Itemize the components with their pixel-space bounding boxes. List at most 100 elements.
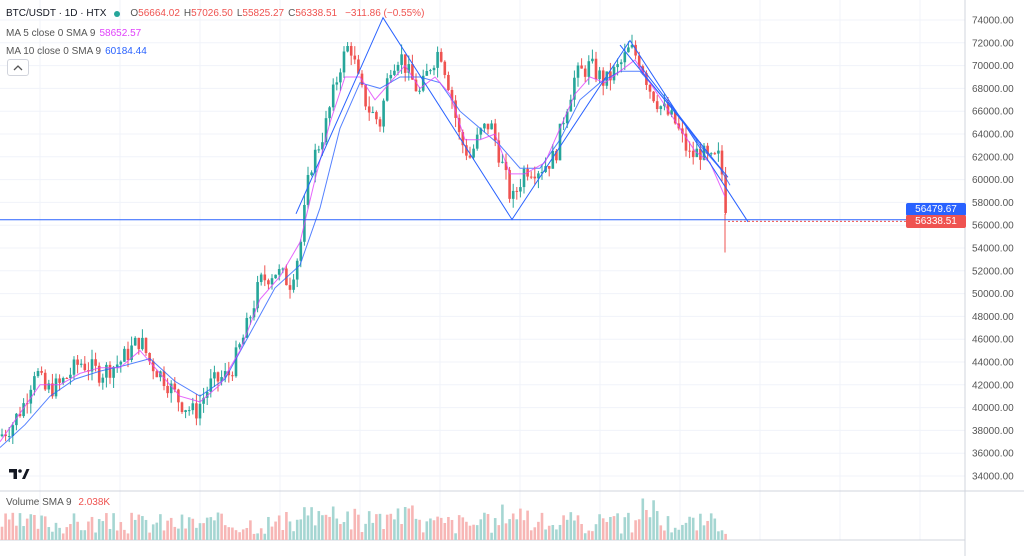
candle-body (439, 51, 443, 62)
volume-bar (115, 530, 119, 540)
volume-bar (699, 513, 702, 540)
volume-bar (457, 515, 461, 540)
candle-body (169, 383, 173, 394)
volume-bar (223, 525, 227, 540)
volume-bar (645, 510, 648, 540)
volume-bar (90, 516, 94, 540)
candle-body (252, 308, 256, 318)
volume-bar (519, 508, 522, 540)
candle-body (501, 161, 504, 163)
volume-bar (605, 521, 609, 540)
volume-bar (403, 507, 407, 540)
volume-bar (375, 514, 378, 540)
collapse-indicators-button[interactable] (7, 59, 29, 76)
volume-bar (504, 523, 508, 540)
volume-bar (180, 514, 184, 540)
symbol-title[interactable]: BTC/USDT · 1D · HTX (6, 8, 107, 19)
candle-body (720, 150, 724, 175)
candle-body (623, 52, 627, 63)
volume-bar (335, 518, 339, 540)
ma10-label[interactable]: MA 10 close 0 SMA 9 (6, 46, 102, 57)
volume-bar (144, 519, 148, 540)
candle-body (490, 123, 493, 130)
volume-label[interactable]: Volume SMA 9 (6, 497, 72, 508)
candle-body (22, 403, 25, 417)
candle-body (393, 70, 396, 75)
volume-bar (137, 514, 141, 540)
candle-body (385, 78, 389, 101)
candle-body (15, 413, 18, 426)
candle-body (335, 82, 339, 85)
candle-body (627, 47, 630, 53)
volume-bar (695, 530, 699, 540)
candle-body (670, 110, 673, 115)
volume-bar (252, 533, 256, 540)
candle-body (432, 67, 436, 71)
volume-bar (400, 524, 403, 540)
volume-bar (202, 523, 205, 540)
ma5-label[interactable]: MA 5 close 0 SMA 9 (6, 28, 96, 39)
volume-bar (601, 518, 605, 540)
volume-bar (641, 498, 645, 540)
candle-body (234, 347, 238, 377)
volume-bar (688, 516, 691, 540)
tradingview-logo-icon[interactable] (8, 467, 30, 481)
candle-body (263, 274, 267, 281)
volume-bar (119, 522, 123, 540)
volume-bar (357, 514, 360, 540)
volume-bar (652, 500, 655, 540)
candle-body (688, 150, 691, 152)
candle-body (195, 403, 198, 419)
drawn-channel-line[interactable] (639, 65, 721, 169)
candle-body (137, 337, 141, 350)
volume-bar (29, 514, 33, 540)
volume-bar (47, 527, 51, 540)
candle-body (681, 128, 684, 134)
chevron-up-icon (13, 65, 23, 71)
volume-bar (162, 530, 166, 540)
candle-body (108, 364, 112, 378)
candle-body (281, 268, 285, 270)
ohlc-value-h: 57026.50 (191, 8, 233, 19)
price-axis-label: 52000.00 (972, 266, 1014, 277)
volume-bar (292, 531, 295, 540)
volume-bar (51, 531, 54, 540)
candle-body (83, 363, 87, 371)
price-axis-label: 50000.00 (972, 289, 1014, 300)
candle-body (148, 353, 151, 362)
candle-body (465, 145, 468, 156)
candle-body (472, 148, 475, 158)
candle-body (357, 59, 360, 74)
candle-body (699, 148, 702, 160)
candle-body (339, 72, 342, 83)
volume-bar (87, 521, 90, 540)
volume-bar (616, 513, 619, 540)
volume-bar (673, 527, 677, 540)
volume-bar (36, 528, 40, 540)
candle-body (306, 175, 310, 205)
volume-bar (724, 533, 727, 540)
candle-body (216, 372, 220, 382)
candle-body (112, 366, 115, 378)
volume-bar (277, 515, 281, 540)
candle-body (414, 79, 418, 92)
volume-bar (295, 519, 299, 540)
volume-bar (303, 507, 306, 540)
ma10-value: 60184.44 (105, 46, 147, 57)
candle-body (497, 140, 501, 163)
price-change: −311.86 (−0.55%) (345, 8, 425, 19)
price-axis-label: 44000.00 (972, 358, 1014, 369)
volume-bar (702, 525, 706, 540)
volume-bar (436, 516, 439, 540)
volume-bar (130, 512, 133, 540)
volume-bar (238, 532, 241, 540)
ma5-line (0, 59, 726, 443)
candle-body (259, 274, 263, 283)
volume-bar (324, 514, 328, 540)
candle-body (317, 149, 321, 151)
candle-body (461, 132, 465, 146)
candle-body (486, 123, 490, 130)
price-axis-label: 58000.00 (972, 198, 1014, 209)
